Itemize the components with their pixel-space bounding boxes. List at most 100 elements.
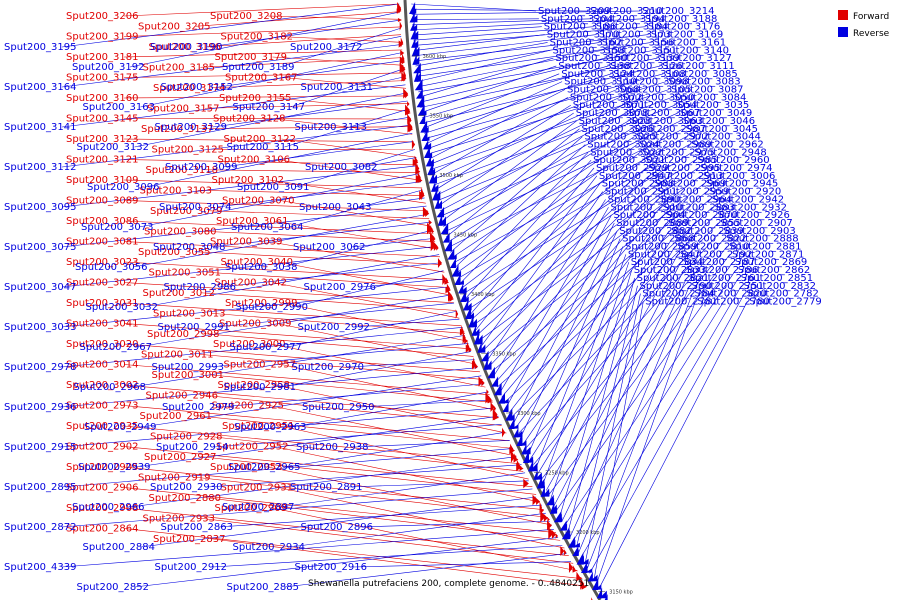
forward-gene-arrow [532, 494, 539, 506]
reverse-gene-arrow [467, 312, 474, 319]
reverse-gene-arrow [449, 254, 457, 260]
reverse-gene-arrow [426, 158, 434, 167]
forward-gene-label: Sput200_2906 [66, 483, 139, 494]
forward-gene-label: Sput200_2951 [222, 421, 295, 432]
legend-forward-label: Forward [853, 12, 889, 22]
reverse-right-connector [584, 293, 641, 564]
forward-gene-label: Sput200_3208 [210, 11, 283, 22]
reverse-right-gene-label: Sput200_2883 [663, 202, 736, 213]
reverse-right-connector [510, 214, 716, 419]
reverse-right-gene-label: Sput200_3214 [642, 6, 715, 17]
reverse-right-connector [412, 18, 591, 26]
forward-connector [267, 241, 445, 273]
forward-gene-label: Sput200_3137 [141, 124, 214, 135]
reverse-right-connector [555, 262, 734, 512]
reverse-right-gene-label: Sput200_3021 [593, 155, 666, 166]
reverse-right-gene-label: Sput200_2975 [642, 147, 715, 158]
reverse-gene-arrow [578, 555, 584, 565]
reverse-left-gene-label: Sput200_3129 [155, 122, 228, 133]
forward-gene-arrow [560, 546, 565, 556]
reverse-right-gene-label: Sput200_2890 [608, 194, 681, 205]
reverse-left-gene-label: Sput200_3132 [77, 142, 150, 153]
reverse-right-gene-label: Sput200_2868 [622, 234, 695, 245]
reverse-right-gene-label: Sput200_3173 [599, 30, 672, 41]
reverse-gene-arrow [557, 517, 563, 522]
reverse-left-connector [209, 343, 469, 368]
reverse-right-gene-label: Sput200_2987 [634, 124, 707, 135]
reverse-right-gene-label: Sput200_2904 [613, 210, 686, 221]
reverse-gene-arrow [574, 549, 579, 556]
reverse-left-gene-label: Sput200_2977 [230, 342, 303, 353]
reverse-right-connector [418, 49, 655, 93]
reverse-right-connector [493, 199, 606, 377]
forward-connector [203, 169, 420, 173]
reverse-gene-arrow [496, 389, 502, 395]
reverse-right-gene-label: Sput200_3140 [657, 45, 730, 56]
reverse-right-gene-label: Sput200_2821 [637, 273, 710, 284]
forward-connector [273, 446, 541, 503]
reverse-gene-arrow [599, 590, 607, 599]
forward-gene-label: Sput200_2864 [66, 524, 139, 535]
forward-gene-label: Sput200_2946 [146, 390, 219, 401]
reverse-left-connector [61, 488, 533, 528]
legend: Forward Reverse [838, 10, 890, 39]
reverse-gene-arrow [540, 485, 545, 497]
reverse-right-connector [417, 49, 603, 88]
reverse-right-connector [467, 159, 696, 310]
reverse-gene-arrow [460, 293, 466, 302]
reverse-gene-arrow [489, 373, 495, 378]
reverse-gene-arrow [594, 584, 602, 590]
reverse-right-gene-label: Sput200_2942 [712, 194, 785, 205]
reverse-left-gene-label: Sput200_2896 [301, 522, 374, 533]
reverse-right-gene-label: Sput200_3105 [619, 85, 692, 96]
reverse-left-gene-label: Sput200_2990 [236, 302, 309, 313]
legend-reverse-swatch [838, 27, 848, 37]
forward-gene-arrow [464, 338, 469, 344]
reverse-right-connector [439, 112, 626, 212]
reverse-right-gene-label: Sput200_3126 [610, 61, 683, 72]
reverse-right-connector [413, 26, 646, 46]
reverse-right-gene-label: Sput200_2911 [605, 187, 678, 198]
legend-reverse-label: Reverse [853, 29, 890, 39]
forward-gene-arrow [448, 290, 453, 302]
reverse-left-connector [355, 318, 460, 328]
reverse-left-connector [213, 423, 502, 448]
reverse-right-connector [535, 246, 624, 470]
forward-gene-arrow [555, 533, 558, 539]
reverse-gene-arrow [505, 411, 511, 421]
reverse-right-connector [418, 57, 554, 98]
forward-gene-label: Sput200_2973 [66, 401, 139, 412]
reverse-right-gene-label: Sput200_2989 [639, 139, 712, 150]
forward-gene-arrow [536, 498, 541, 505]
reverse-left-connector [347, 480, 529, 488]
reverse-right-gene-label: Sput200_3162 [550, 37, 623, 48]
reverse-right-connector [593, 301, 644, 579]
reverse-gene-arrow [418, 110, 427, 116]
forward-gene-label: Sput200_3013 [153, 308, 226, 319]
forward-gene-label: Sput200_3185 [143, 62, 216, 73]
reverse-left-gene-label: Sput200_3073 [81, 222, 154, 233]
reverse-right-connector [450, 136, 583, 253]
reverse-right-connector [547, 254, 731, 496]
forward-gene-arrow [547, 517, 550, 522]
reverse-right-connector [454, 144, 586, 269]
forward-gene-label: Sput200_3103 [140, 185, 213, 196]
reverse-left-connector [129, 11, 400, 68]
reverse-right-gene-label: Sput200_3169 [651, 30, 724, 41]
forward-gene-label: Sput200_3102 [212, 175, 285, 186]
reverse-left-gene-label: Sput200_3062 [293, 242, 366, 253]
reverse-right-gene-label: Sput200_3209 [538, 6, 611, 17]
forward-gene-arrow [396, 8, 402, 14]
reverse-right-connector [504, 207, 713, 403]
forward-gene-arrow [568, 562, 573, 573]
reverse-left-gene-label: Sput200_2949 [84, 422, 157, 433]
reverse-gene-arrow [561, 523, 568, 531]
forward-gene-arrow [418, 178, 423, 183]
reverse-right-gene-label: Sput200_2834 [631, 257, 704, 268]
reverse-left-gene-label: Sput200_3190 [150, 42, 223, 53]
forward-gene-label: Sput200_3155 [219, 93, 292, 104]
forward-gene-label: Sput200_3196 [149, 42, 222, 53]
reverse-left-connector [218, 504, 542, 528]
forward-gene-arrow [516, 462, 522, 472]
reverse-gene-arrow [565, 533, 571, 539]
